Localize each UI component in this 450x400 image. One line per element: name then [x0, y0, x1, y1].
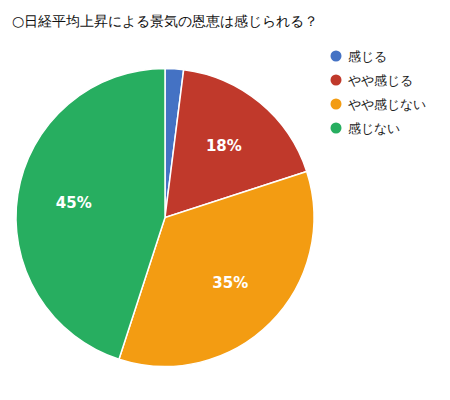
data-labels: 18% 35% 45%: [56, 137, 248, 292]
legend-label: 感じない: [348, 121, 400, 136]
legend-swatch: [331, 123, 342, 134]
data-label: 35%: [212, 274, 248, 292]
pie: [16, 69, 314, 367]
legend-swatch: [331, 51, 342, 62]
chart: ○日経平均上昇による景気の恩恵は感じられる？ 18% 35% 45% 感じるやや感じるや…: [0, 0, 450, 400]
legend-item: やや感じない: [331, 97, 427, 112]
legend-swatch: [331, 75, 342, 86]
legend-item: 感じる: [331, 49, 388, 64]
legend-item: 感じない: [331, 121, 401, 136]
legend: 感じるやや感じるやや感じない感じない: [331, 49, 427, 136]
legend-label: やや感じない: [348, 97, 426, 112]
title: ○日経平均上昇による景気の恩恵は感じられる？: [12, 13, 318, 29]
legend-item: やや感じる: [331, 73, 414, 88]
data-label: 18%: [206, 137, 242, 155]
data-label: 45%: [56, 194, 92, 212]
legend-label: 感じる: [348, 49, 387, 64]
legend-swatch: [331, 99, 342, 110]
slice: [16, 69, 165, 360]
legend-label: やや感じる: [348, 73, 413, 88]
